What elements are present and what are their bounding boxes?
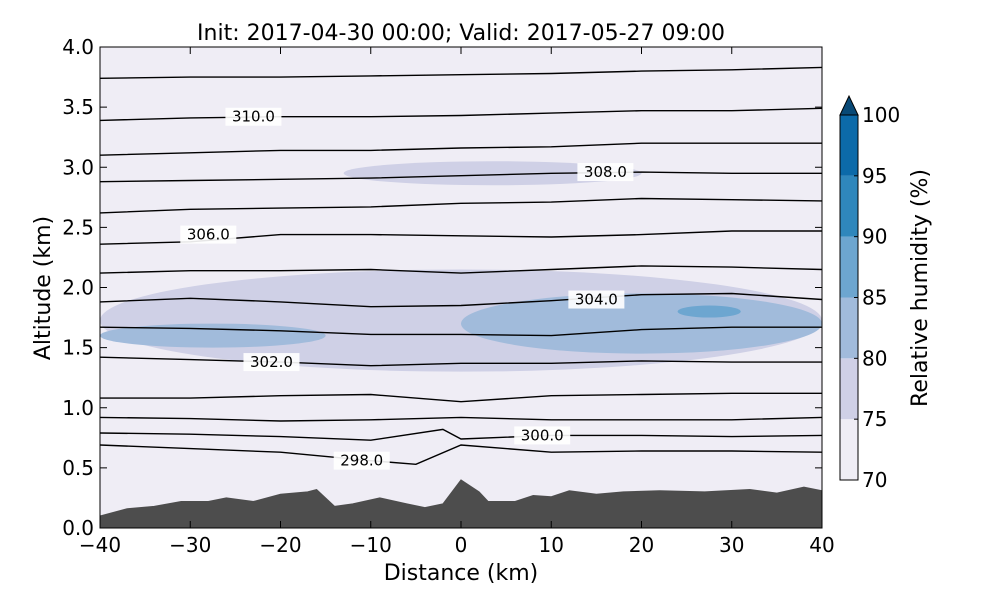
contour-label-bg [568, 290, 625, 309]
y-tick-label: 2.5 [62, 215, 94, 239]
x-tick-label: 10 [539, 533, 564, 557]
theta-contour [100, 392, 822, 403]
theta-contour [100, 265, 822, 274]
contour-label-bg [180, 225, 237, 244]
plot-area [100, 47, 822, 528]
terrain-fill [100, 479, 822, 528]
theta-contour [100, 66, 822, 79]
colorbar-segment [840, 419, 858, 480]
contour-label-bg [514, 426, 571, 445]
theta-contour [100, 142, 822, 156]
contour-label-bg [225, 107, 282, 126]
x-tick-label: 30 [719, 533, 744, 557]
x-tick-label: 0 [455, 533, 468, 557]
humidity-fill-layer [100, 47, 822, 528]
colorbar-tick-label: 70 [862, 468, 887, 492]
contour-label-bg [243, 353, 300, 372]
humidity-region [100, 323, 326, 348]
contour-label-layer: 298.0 300.0 302.0 304.0 306.0 308.0 310.0 [180, 107, 634, 470]
contour-label: 304.0 [575, 291, 618, 309]
contour-label: 298.0 [340, 452, 383, 470]
humidity-region [343, 161, 642, 186]
contour-label: 310.0 [232, 108, 275, 126]
colorbar-tick-label: 85 [862, 286, 887, 310]
colorbar-segment [840, 115, 858, 176]
theta-contour [100, 444, 822, 466]
colorbar-tick-label: 100 [862, 103, 900, 127]
y-tick-label: 1.0 [62, 396, 94, 420]
theta-contour [100, 428, 822, 441]
humidity-region [677, 305, 741, 318]
theta-contour [100, 107, 822, 122]
x-tick-label: −30 [169, 533, 211, 557]
x-tick-label: 40 [809, 533, 834, 557]
y-tick-label: 3.0 [62, 155, 94, 179]
y-tick-label: 3.5 [62, 95, 94, 119]
contour-label: 306.0 [187, 226, 230, 244]
y-tick-label: 0.0 [62, 516, 94, 540]
x-tick-label: −10 [350, 533, 392, 557]
colorbar: 70 75 80 85 90 95 100 [839, 94, 900, 492]
chart-title: Init: 2017-04-30 00:00; Valid: 2017-05-2… [197, 21, 725, 46]
y-tick-label: 4.0 [62, 35, 94, 59]
colorbar-tick-label: 95 [862, 164, 887, 188]
theta-contour [100, 356, 822, 367]
contour-label-bg [577, 163, 634, 182]
y-tick-label: 2.0 [62, 276, 94, 300]
x-tick-label: −20 [259, 533, 301, 557]
y-axis: 0.0 0.5 1.0 1.5 2.0 2.5 3.0 3.5 4.0 [62, 35, 822, 540]
y-tick-label: 1.5 [62, 336, 94, 360]
x-axis-title: Distance (km) [384, 561, 539, 586]
colorbar-tick-label: 80 [862, 346, 887, 370]
contour-label: 308.0 [584, 163, 627, 181]
theta-contour [100, 171, 822, 183]
colorbar-title: Relative humidity (%) [908, 169, 933, 407]
contour-label-bg [333, 451, 390, 470]
theta-contour [100, 292, 822, 308]
colorbar-segment [840, 236, 858, 298]
y-tick-label: 0.5 [62, 456, 94, 480]
terrain-layer [100, 479, 822, 528]
theta-contour [100, 416, 822, 422]
y-axis-title: Altitude (km) [31, 216, 56, 360]
contour-label: 300.0 [521, 426, 564, 444]
x-axis: −40 −30 −20 −10 0 10 20 30 40 [79, 47, 835, 557]
x-tick-label: 20 [629, 533, 654, 557]
theta-contour [100, 326, 822, 337]
x-tick-label: −40 [79, 533, 121, 557]
colorbar-segment [840, 358, 858, 420]
colorbar-extend-arrow [839, 94, 859, 116]
colorbar-segment [840, 175, 858, 237]
theta-contour [100, 197, 822, 214]
colorbar-tick-label: 90 [862, 225, 887, 249]
contour-label: 302.0 [250, 353, 293, 371]
theta-contour-layer [100, 66, 822, 466]
colorbar-tick-label: 75 [862, 407, 887, 431]
colorbar-segment [840, 297, 858, 359]
